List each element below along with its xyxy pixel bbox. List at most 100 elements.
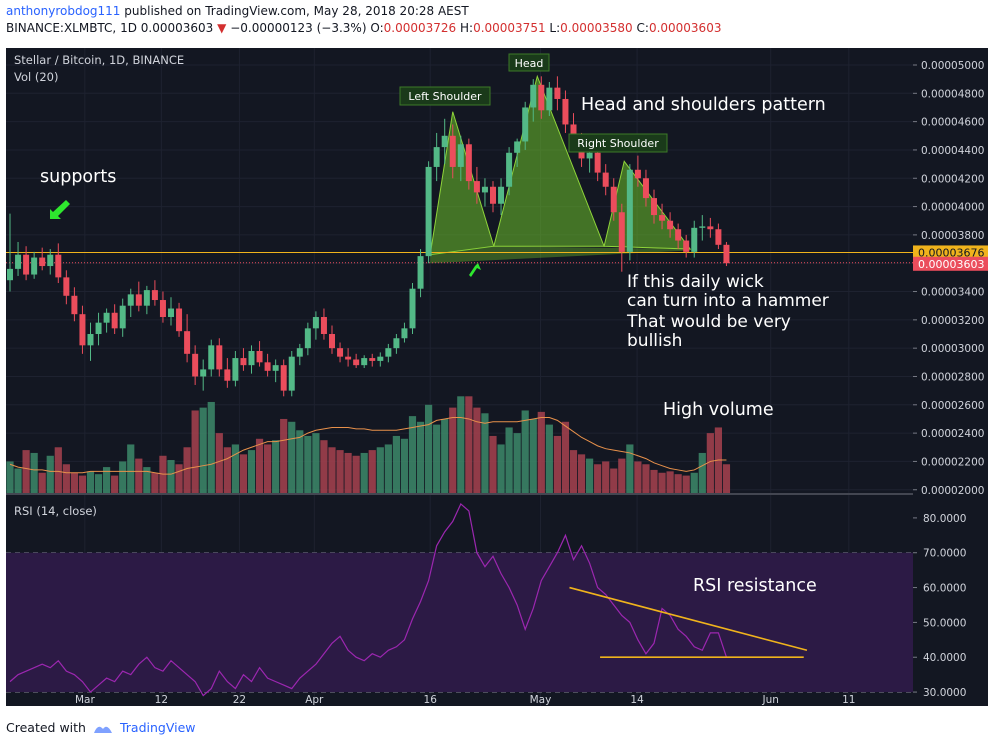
volume-bar (674, 474, 682, 494)
volume-bar (529, 418, 537, 494)
candle-body (39, 257, 46, 267)
rsi-tick-label: 80.0000 (923, 513, 966, 525)
wick-note-line-1: If this daily wick (627, 272, 764, 292)
volume-bar (537, 411, 545, 494)
candle-body (667, 220, 674, 230)
volume-note: High volume (663, 400, 774, 420)
candle-body (192, 353, 199, 377)
candle-body (143, 290, 150, 306)
volume-bar (288, 421, 296, 494)
y-tick-label: 0.00005000 (921, 60, 984, 72)
candle-body (610, 186, 617, 213)
candle-body (329, 334, 335, 349)
volume-bar (416, 421, 425, 494)
y-tick-label: 0.00004600 (921, 117, 984, 129)
candle-body (514, 141, 521, 153)
created-with-text: Created with (6, 720, 86, 735)
volume-bar (408, 416, 417, 494)
volume-bar (111, 475, 119, 494)
volume-bar (159, 455, 167, 494)
volume-bar (505, 427, 513, 494)
candle-body (659, 215, 666, 221)
volume-bar (722, 464, 731, 494)
right-shoulder-label: Right Shoulder (577, 137, 659, 150)
low-label: L: (549, 21, 561, 35)
candle-body (506, 152, 513, 187)
volume-bar (199, 407, 207, 494)
y-tick-label: 0.00003800 (921, 230, 984, 242)
candle-body (184, 331, 191, 354)
ohlc-bar: BINANCE:XLMBTC, 1D 0.00003603 ▼ −0.00000… (6, 21, 721, 35)
candles (7, 76, 730, 397)
candle-body (135, 294, 142, 306)
y-tick-label: 0.00003400 (921, 287, 984, 299)
volume-bar (698, 452, 706, 494)
candle-body (345, 356, 352, 360)
price-change: −0.00000123 (−3.3%) (230, 21, 367, 35)
volume-bar (449, 407, 457, 494)
volume-bar (602, 461, 610, 494)
volume-bar (714, 427, 722, 494)
candle-body (119, 305, 126, 329)
candle-body (618, 212, 625, 252)
candle-body (63, 277, 70, 296)
candle-body (642, 178, 649, 199)
volume-bar (296, 430, 304, 494)
candle-body (369, 358, 376, 361)
candle-body (296, 348, 303, 357)
rsi-tick-label: 50.0000 (923, 617, 966, 629)
volume-bar (650, 469, 658, 494)
candle-body (95, 322, 102, 335)
x-tick-label: 11 (842, 694, 855, 706)
candle-body (441, 135, 448, 148)
x-tick-label: Mar (75, 694, 95, 706)
volume-bar (231, 444, 239, 494)
y-tick-label: 0.00003000 (921, 343, 984, 355)
candle-body (401, 328, 408, 339)
author-link[interactable]: anthonyrobdog111 (6, 4, 121, 18)
volume-bar (400, 438, 409, 494)
candle-body (385, 348, 392, 357)
candle-body (473, 181, 480, 193)
volume-bar (376, 447, 384, 494)
volume-bar (135, 458, 143, 494)
volume-bar (433, 424, 441, 494)
volume-bar (304, 435, 312, 494)
volume-bar (481, 413, 489, 494)
tradingview-logo-icon (93, 726, 112, 733)
candle-body (554, 87, 561, 99)
wick-note-line-2: can turn into a hammer (627, 291, 829, 311)
candle-body (159, 300, 166, 318)
support-price-tag-text: 0.00003676 (918, 246, 984, 259)
x-tick-label: 12 (155, 694, 168, 706)
candle-body (586, 152, 593, 159)
volume-bar (151, 472, 159, 494)
candle-body (240, 358, 247, 366)
pattern-triangle (493, 74, 605, 247)
volume-bar (54, 447, 62, 494)
y-tick-label: 0.00002600 (921, 400, 984, 412)
candle-body (256, 350, 263, 363)
candle-body (280, 365, 287, 391)
price-chart[interactable]: 0.00005000 0.00004800 0.00004600 0.00004400… (0, 0, 988, 715)
volume-bar (368, 450, 376, 494)
candle-body (248, 350, 255, 366)
volume-bar (255, 438, 264, 494)
volume-bar (441, 418, 449, 494)
x-tick-label: Apr (305, 694, 324, 706)
volume-bar (30, 452, 38, 494)
candle-body (707, 226, 714, 230)
low-value: 0.00003580 (560, 21, 633, 35)
tradingview-link[interactable]: TradingView (119, 720, 196, 735)
volume-bar (247, 450, 256, 494)
rsi-note: RSI resistance (693, 576, 817, 596)
volume-bar (344, 452, 352, 494)
volume-label: Vol (20) (14, 70, 58, 84)
volume-bar (545, 424, 553, 494)
candle-body (288, 356, 295, 391)
volume-bar (618, 458, 626, 494)
rsi-tick-label: 30.0000 (923, 687, 966, 699)
symbol: BINANCE:XLMBTC, 1D (6, 21, 137, 35)
candle-body (562, 98, 569, 125)
volume-ma-line (9, 417, 727, 475)
